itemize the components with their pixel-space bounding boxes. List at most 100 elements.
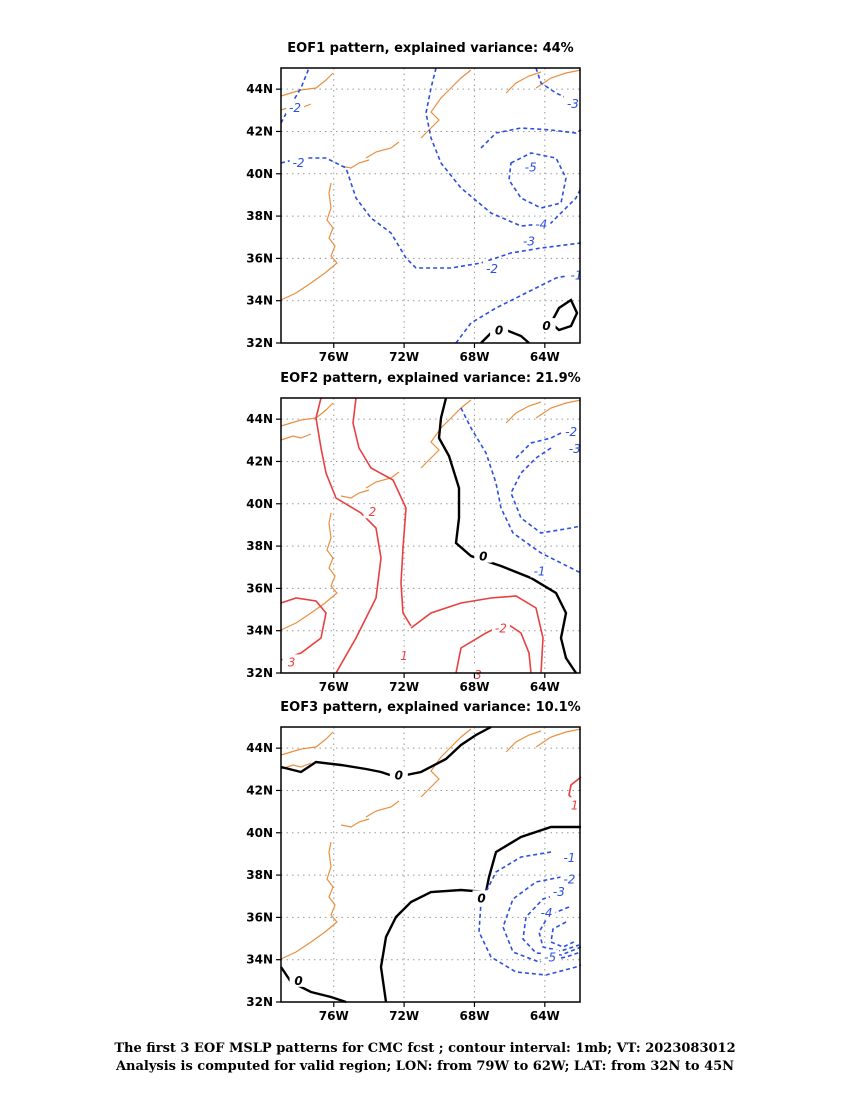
contour-label-bg [560,850,579,865]
contour-label-bg [289,972,308,987]
x-tick-label: 76W [319,350,349,364]
contour-label: 0 [542,319,550,333]
contour-label: 0 [479,550,487,564]
contour-label: 0 [495,323,503,337]
contour-line-negative [508,152,567,209]
contour-line-negative [502,876,582,963]
contour-label-bg [468,667,487,682]
contour-line-negative [455,272,582,344]
y-tick-label: 34N [246,953,273,967]
contour-label: 3 [288,655,296,669]
coastline-segment [340,818,370,828]
coastline-segment [420,399,472,469]
contour-label-bg [286,100,305,115]
x-tick-label: 64W [530,350,560,364]
contour-label: 0 [294,974,302,988]
figure-caption: The first 3 EOF MSLP patterns for CMC fc… [0,1040,850,1076]
coastline-segment [365,471,400,489]
contour-line-zero [549,298,579,332]
contour-line-negative [535,67,582,104]
contour-label-bg [483,260,502,275]
y-tick-label: 40N [246,167,273,181]
contour-label-bg [541,949,560,964]
contour-label-bg [519,233,538,248]
y-tick-label: 32N [246,995,273,1009]
contour-label-bg [562,423,581,438]
contour-label: 2 [369,505,377,519]
x-tick-label: 72W [389,350,419,364]
contour-line-negative [280,67,310,124]
y-tick-label: 44N [246,82,273,96]
y-tick-label: 34N [246,624,273,638]
contour-label-bg [472,890,491,905]
contour-label-bg [560,871,579,886]
coastline-segment [280,433,312,441]
contour-label-bg [532,216,551,231]
contour-line-positive [352,397,412,627]
x-tick-label: 72W [389,1009,419,1023]
contour-label: 1 [400,649,408,663]
contour-line-negative [510,447,582,534]
contour-label: -2 [293,156,305,170]
contours [280,397,582,674]
coastline-segment [420,728,472,798]
y-tick-label: 34N [246,294,273,308]
coastline-segment [505,730,542,753]
caption-line-2: Analysis is computed for valid region; L… [115,1059,735,1074]
map-panel-3: EOF3 pattern, explained variance: 10.1% 0… [246,700,584,1023]
y-tick-label: 36N [246,910,273,924]
y-tick-label: 42N [246,454,273,468]
contour-label-bg [563,95,582,110]
contour-label-bg [363,504,382,519]
x-tick-label: 68W [460,1009,490,1023]
contour-label-bg [389,767,408,782]
coastline [280,399,582,631]
y-tick-label: 40N [246,826,273,840]
coastline [280,728,582,960]
coastline-segment [280,72,334,97]
coastline-segment [420,69,472,139]
x-tick-label: 72W [389,680,419,694]
caption-line-1: The first 3 EOF MSLP patterns for CMC fc… [114,1041,736,1056]
y-tick-label: 44N [246,412,273,426]
contour-line-zero [379,825,581,1003]
contour-line-positive [315,397,382,674]
contour-line-negative [480,127,582,149]
contour-line-negative [522,891,582,956]
contour-line-zero [437,397,577,674]
contour-line-negative [550,921,577,948]
contour-label: -2 [486,262,498,276]
contour-label-bg [530,563,549,578]
coastline [280,69,582,301]
coastline-segment [280,402,334,427]
y-tick-label: 40N [246,497,273,511]
contour-label: 3 [474,668,482,682]
map-frame [280,726,581,1003]
y-tick-label: 32N [246,336,273,350]
coastline-segment [340,159,370,169]
contour-label: -3 [567,97,579,111]
coastline-segment [535,728,582,748]
contour-label: -5 [544,951,556,965]
contour-label-bg [537,318,556,333]
contour-line-negative [280,157,582,269]
panel-title: EOF1 pattern, explained variance: 44% [287,41,573,56]
coastline-segment [280,182,338,301]
contour-label: 0 [395,769,403,783]
contour-label-bg [565,797,584,812]
map-frame [280,67,581,344]
coastline-segment [535,399,582,419]
contour-line-negative [515,425,582,459]
contour-label: -2 [563,872,575,886]
y-tick-label: 38N [246,868,273,882]
coastline-segment [365,800,400,818]
contour-label-bg [289,155,308,170]
panel-title: EOF3 pattern, explained variance: 10.1% [280,700,580,715]
contour-label: 0 [477,891,485,905]
x-tick-label: 76W [319,680,349,694]
contours [280,725,582,1004]
coastline-segment [280,841,338,960]
contour-label: -1 [563,851,575,865]
contour-label-bg [567,267,586,282]
contour-label: -3 [553,885,565,899]
